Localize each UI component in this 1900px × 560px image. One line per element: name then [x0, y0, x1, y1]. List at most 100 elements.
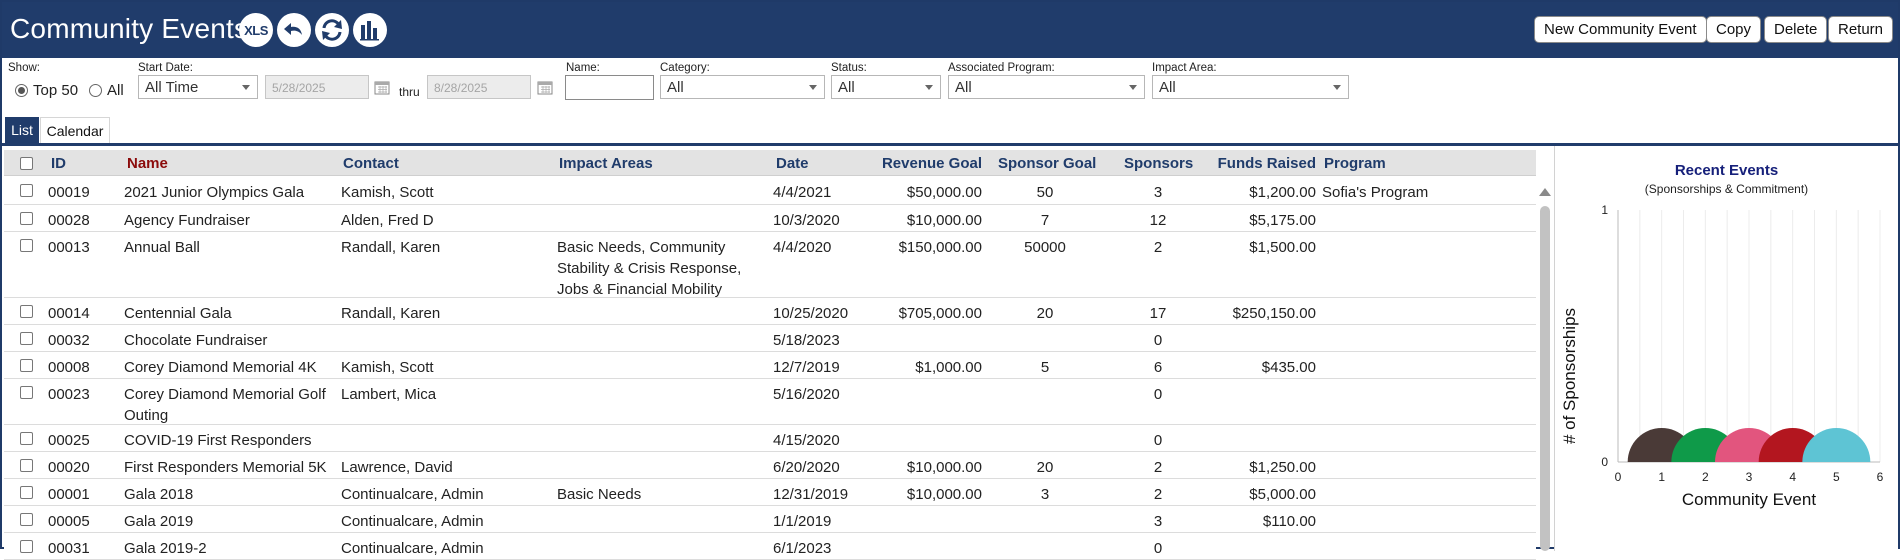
cell-date: 12/31/2019 — [773, 486, 849, 503]
table-row[interactable]: 00031 Gala 2019-2 Continualcare, Admin 6/1/… — [4, 533, 1536, 560]
start-date-value: All Time — [145, 79, 199, 96]
chevron-down-icon — [242, 85, 250, 90]
column-header-sponsor-goal[interactable]: Sponsor Goal — [998, 155, 1097, 172]
column-header-date[interactable]: Date — [776, 155, 809, 172]
column-header-sponsors[interactable]: Sponsors — [1124, 155, 1194, 172]
y-tick-label: 0 — [1601, 455, 1608, 469]
column-header-impact-areas[interactable]: Impact Areas — [559, 155, 653, 172]
cell-funds-raised: $1,200.00 — [1249, 184, 1316, 201]
table-row[interactable]: 00019 2021 Junior Olympics Gala Kamish, Sc… — [4, 177, 1536, 205]
row-checkbox[interactable] — [20, 540, 33, 553]
show-top50-radio[interactable]: Top 50 — [15, 82, 78, 99]
x-tick-label: 1 — [1658, 470, 1665, 484]
x-tick-label: 2 — [1702, 470, 1709, 484]
cell-sponsor-goal: 7 — [1040, 212, 1050, 229]
show-all-radio[interactable]: All — [89, 82, 124, 99]
associated-program-select[interactable]: All — [948, 75, 1145, 99]
calendar-icon[interactable] — [374, 80, 390, 95]
row-checkbox[interactable] — [20, 486, 33, 499]
cell-id: 00014 — [48, 305, 90, 322]
column-header-contact[interactable]: Contact — [343, 155, 399, 172]
select-all-checkbox[interactable] — [20, 157, 33, 170]
cell-impact: Basic Needs, Community Stability & Crisi… — [557, 239, 742, 298]
cell-id: 00023 — [48, 386, 90, 403]
chart-panel — [1555, 148, 1898, 549]
row-checkbox[interactable] — [20, 359, 33, 372]
row-checkbox[interactable] — [20, 513, 33, 526]
cell-date: 1/1/2019 — [773, 513, 832, 530]
delete-button[interactable]: Delete — [1764, 16, 1828, 43]
tab-divider — [2, 143, 1898, 146]
name-label: Name: — [566, 62, 600, 74]
cell-sponsor-goal: 50000 — [1024, 239, 1066, 256]
row-checkbox[interactable] — [20, 184, 33, 197]
row-checkbox[interactable] — [20, 239, 33, 252]
impact-area-value: All — [1159, 79, 1176, 96]
cell-sponsors: 0 — [1153, 332, 1163, 349]
new-community-event-button[interactable]: New Community Event — [1534, 16, 1707, 43]
cell-name: Chocolate Fundraiser — [124, 332, 268, 349]
column-header-revenue-goal[interactable]: Revenue Goal — [881, 155, 982, 172]
cell-revenue-goal: $705,000.00 — [898, 305, 982, 322]
row-checkbox[interactable] — [20, 459, 33, 472]
row-checkbox[interactable] — [20, 386, 33, 399]
cell-sponsors: 0 — [1153, 432, 1163, 449]
chart-view-button[interactable] — [353, 13, 387, 47]
cell-contact: Lawrence, David — [341, 459, 453, 476]
cell-sponsors: 2 — [1153, 486, 1163, 503]
cell-revenue-goal: $10,000.00 — [906, 459, 982, 476]
tab-calendar[interactable]: Calendar — [40, 117, 110, 143]
cell-sponsor-goal: 20 — [1036, 305, 1054, 322]
scrollbar-thumb[interactable] — [1540, 206, 1550, 551]
from-date-input[interactable]: 5/28/2025 — [265, 75, 369, 99]
cell-name: Corey Diamond Memorial 4K — [124, 359, 317, 376]
table-row[interactable]: 00005 Gala 2019 Continualcare, Admin 1/1/20… — [4, 506, 1536, 533]
table-row[interactable]: 00023 Corey Diamond Memorial Golf Outing L… — [4, 379, 1536, 425]
to-date-input[interactable]: 8/28/2025 — [427, 75, 531, 99]
cell-funds-raised: $1,250.00 — [1249, 459, 1316, 476]
table-row[interactable]: 00032 Chocolate Fundraiser 5/18/2023 0 — [4, 325, 1536, 352]
start-date-select[interactable]: All Time — [138, 75, 258, 99]
bar-chart-icon — [360, 21, 379, 41]
row-checkbox[interactable] — [20, 332, 33, 345]
status-select[interactable]: All — [831, 75, 941, 99]
table-row[interactable]: 00014 Centennial Gala Randall, Karen 10/25/… — [4, 298, 1536, 325]
cell-id: 00020 — [48, 459, 90, 476]
x-axis-label: Community Event — [1682, 490, 1816, 509]
cell-date: 6/20/2020 — [773, 459, 840, 476]
x-tick-label: 3 — [1746, 470, 1753, 484]
cell-revenue-goal: $10,000.00 — [906, 486, 982, 503]
cell-funds-raised: $435.00 — [1261, 359, 1316, 376]
category-select[interactable]: All — [660, 75, 825, 99]
status-label: Status: — [831, 62, 867, 74]
cell-funds-raised: $250,150.00 — [1232, 305, 1316, 322]
row-checkbox[interactable] — [20, 432, 33, 445]
undo-button[interactable] — [277, 13, 311, 47]
row-checkbox[interactable] — [20, 212, 33, 225]
show-all-label: All — [107, 82, 124, 99]
impact-area-select[interactable]: All — [1152, 75, 1349, 99]
table-row[interactable]: 00020 First Responders Memorial 5K Lawrenc… — [4, 452, 1536, 479]
table-row[interactable]: 00008 Corey Diamond Memorial 4K Kamish, Sc… — [4, 352, 1536, 379]
cell-name: Corey Diamond Memorial Golf Outing — [124, 386, 326, 424]
tab-list[interactable]: List — [5, 117, 39, 143]
calendar-icon[interactable] — [537, 80, 553, 95]
table-row[interactable]: 00001 Gala 2018 Continualcare, Admin Basic … — [4, 479, 1536, 506]
impact-area-label: Impact Area: — [1152, 62, 1217, 74]
return-button[interactable]: Return — [1828, 16, 1894, 43]
chart-title: Recent Events — [1674, 162, 1779, 179]
xls-export-button[interactable]: XLS — [239, 13, 273, 47]
scroll-up-arrow-icon[interactable] — [1539, 188, 1551, 196]
category-value: All — [667, 79, 684, 96]
name-input[interactable] — [565, 75, 654, 100]
column-header-program[interactable]: Program — [1324, 155, 1386, 172]
copy-button[interactable]: Copy — [1706, 16, 1762, 43]
table-row[interactable]: 00013 Annual Ball Randall, Karen Basic Need… — [4, 232, 1536, 298]
column-header-id[interactable]: ID — [51, 155, 66, 172]
refresh-button[interactable] — [315, 13, 349, 47]
table-row[interactable]: 00028 Agency Fundraiser Alden, Fred D 10/3/… — [4, 205, 1536, 232]
column-header-name[interactable]: Name — [127, 155, 168, 172]
row-checkbox[interactable] — [20, 305, 33, 318]
column-header-funds-raised[interactable]: Funds Raised — [1217, 155, 1316, 172]
